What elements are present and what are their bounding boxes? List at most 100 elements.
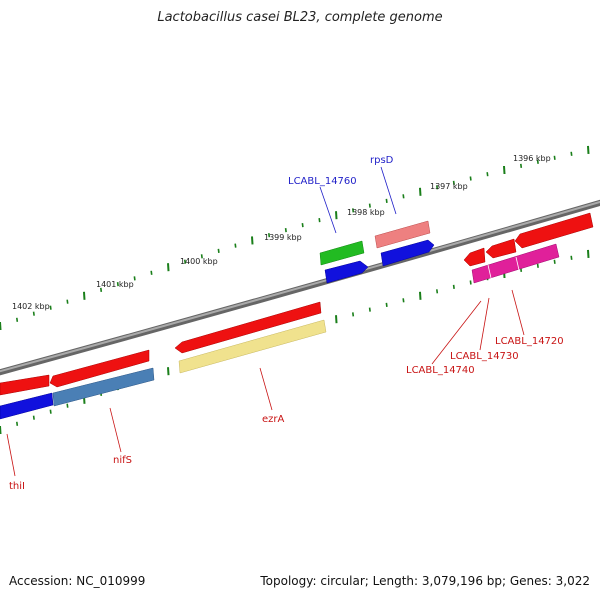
gene-nifS-steelblue[interactable] [52,367,155,407]
genome-backbone-highlight [0,200,600,373]
outer-ring-tick [452,180,455,185]
label-ezrA[interactable]: ezrA [262,414,285,425]
outer-ring-tick [553,155,556,160]
outer-ring-tick [133,276,136,281]
inner-ring-tick [469,280,472,285]
outer-ring-tick [352,208,355,213]
outer-ring-tick [318,218,321,223]
scale-label-1396: 1396 kbp [513,154,551,163]
outer-ring-tick [284,228,287,233]
inner-ring-tick [587,249,590,258]
outer-ring-tick [49,305,52,310]
map-title: Lactobacillus casei BL23, complete genom… [157,10,443,25]
label-thiI[interactable]: thiI [9,481,25,492]
leader-rpsD [380,166,397,215]
inner-ring-tick [49,409,52,414]
outer-ring-tick [268,233,271,238]
scale-label-1398: 1398 kbp [347,208,385,217]
gene-rpsD-blue[interactable] [380,239,435,267]
outer-ring-tick [234,243,237,248]
outer-ring-tick [486,172,489,177]
gene-LCABL_14730-red[interactable] [485,238,517,259]
gene-ezrA-yellow[interactable] [178,319,327,374]
scale-label-1397: 1397 kbp [430,182,468,191]
inner-ring-tick [536,263,539,268]
outer-tick-row [0,145,590,331]
gene-thiI-blue[interactable] [0,392,54,420]
gene-LCABL_14720-red[interactable] [514,212,594,249]
inner-ring-tick [32,415,35,420]
outer-ring-tick [100,287,103,292]
label-LCABL_14730[interactable]: LCABL_14730 [450,351,519,362]
outer-ring-tick [402,194,405,199]
gene-LCABL_14720-magenta[interactable] [471,243,560,284]
outer-ring-tick [200,254,203,259]
inner-ring-tick [436,289,439,294]
gene-ezrA-red[interactable] [174,301,322,354]
outer-ring-tick [83,291,86,300]
leader-thiI [6,433,16,477]
inner-ring-tick [16,421,19,426]
genome-summary-text: Topology: circular; Length: 3,079,196 bp… [260,574,590,588]
leader-nifS [109,407,122,453]
outer-ring-tick [368,203,371,208]
label-rpsD[interactable]: rpsD [370,155,394,166]
outer-ring-tick [32,311,35,316]
scale-label-1402: 1402 kbp [12,302,50,311]
label-LCABL_14760[interactable]: LCABL_14760 [288,176,357,187]
gene-LCABL_14760-green[interactable] [319,240,365,266]
inner-ring-tick [553,259,556,264]
gene-nifS-red[interactable] [49,349,150,388]
outer-ring-tick [587,145,590,154]
outer-ring-tick [419,187,422,196]
magenta-divider-2 [515,256,520,271]
inner-ring-tick [452,284,455,289]
outer-ring-tick [570,151,573,156]
outer-ring-tick [16,317,19,322]
gene-rpsD-pink[interactable] [374,220,431,249]
outer-ring-tick [116,282,119,287]
inner-ring-tick [419,291,422,300]
accession-text: Accession: NC_010999 [9,574,146,588]
inner-ring-tick [335,315,338,324]
outer-ring-tick [503,165,506,175]
outer-ring-tick [536,159,539,164]
outer-ring-tick [301,223,304,228]
scale-label-1400: 1400 kbp [180,257,218,266]
label-nifS[interactable]: nifS [113,455,132,466]
gene-LCABL_14760-blue[interactable] [324,260,369,284]
scale-label-1401: 1401 kbp [96,280,134,289]
outer-ring-tick [385,198,388,203]
inner-ring-tick [66,403,69,408]
label-LCABL_14740[interactable]: LCABL_14740 [406,365,475,376]
inner-ring-tick [570,255,573,260]
magenta-divider-1 [487,264,492,279]
inner-ring-tick [0,425,2,435]
label-LCABL_14720[interactable]: LCABL_14720 [495,336,564,347]
outer-ring-tick [469,176,472,181]
gene-LCABL_14740-red[interactable] [463,247,486,267]
inner-ring-tick [385,302,388,307]
outer-ring-tick [251,236,254,245]
outer-ring-tick [0,321,2,331]
outer-ring-tick [217,248,220,253]
leader-LCABL_14730 [479,297,490,351]
leader-LCABL_14720 [511,289,525,336]
leader-ezrA [259,367,273,411]
scale-label-1399: 1399 kbp [264,233,302,242]
outer-ring-tick [335,211,338,220]
outer-ring-tick [150,270,153,275]
inner-ring-tick [402,298,405,303]
outer-ring-tick [520,163,523,168]
outer-ring-tick [436,185,439,190]
leader-LCABL_14740 [431,300,482,365]
inner-ring-tick [368,307,371,312]
outer-ring-tick [167,263,170,272]
gene-thiI-red[interactable] [0,374,50,396]
inner-ring-tick [352,312,355,317]
outer-ring-tick [184,259,187,264]
outer-ring-tick [66,299,69,304]
leader-LCABL_14760 [319,186,337,234]
